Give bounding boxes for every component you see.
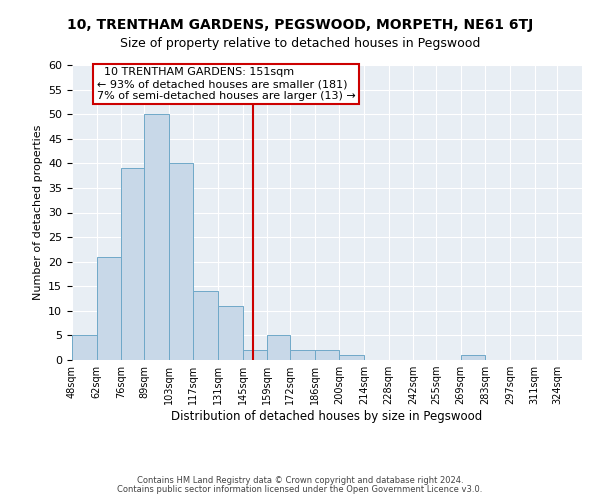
X-axis label: Distribution of detached houses by size in Pegswood: Distribution of detached houses by size … [172, 410, 482, 423]
Bar [193, 291, 218, 360]
Text: Size of property relative to detached houses in Pegswood: Size of property relative to detached ho… [120, 38, 480, 51]
Y-axis label: Number of detached properties: Number of detached properties [32, 125, 43, 300]
Bar [72, 336, 97, 360]
Bar [314, 350, 340, 360]
Bar [121, 168, 144, 360]
Text: Contains HM Land Registry data © Crown copyright and database right 2024.: Contains HM Land Registry data © Crown c… [137, 476, 463, 485]
Bar [290, 350, 314, 360]
Bar [267, 336, 290, 360]
Bar [169, 164, 193, 360]
Bar [144, 114, 169, 360]
Bar [461, 355, 485, 360]
Text: 10 TRENTHAM GARDENS: 151sqm
← 93% of detached houses are smaller (181)
7% of sem: 10 TRENTHAM GARDENS: 151sqm ← 93% of det… [97, 68, 355, 100]
Text: 10, TRENTHAM GARDENS, PEGSWOOD, MORPETH, NE61 6TJ: 10, TRENTHAM GARDENS, PEGSWOOD, MORPETH,… [67, 18, 533, 32]
Bar [340, 355, 364, 360]
Bar [218, 306, 242, 360]
Bar [97, 257, 121, 360]
Bar [242, 350, 267, 360]
Text: Contains public sector information licensed under the Open Government Licence v3: Contains public sector information licen… [118, 485, 482, 494]
